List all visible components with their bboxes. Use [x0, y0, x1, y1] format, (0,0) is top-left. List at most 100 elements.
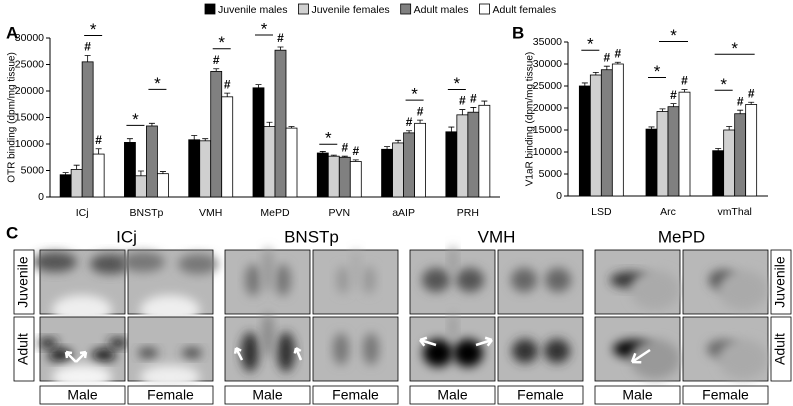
- error-bar: [715, 148, 722, 151]
- error-bar: [159, 171, 166, 174]
- comparison-mark: *: [454, 74, 461, 93]
- error-bar: [470, 107, 477, 113]
- column-label: Female: [332, 387, 379, 403]
- tissue-blob: [718, 270, 768, 310]
- bar: [338, 156, 351, 198]
- error-bar: [581, 82, 588, 86]
- comparison-mark: *: [587, 35, 594, 54]
- bar: [252, 87, 265, 198]
- tissue-blob: [108, 338, 128, 348]
- y-tick-label: 35000: [533, 36, 562, 48]
- error-bar: [592, 71, 599, 75]
- tissue-blob: [138, 348, 158, 358]
- bar: [285, 127, 298, 198]
- comparison-mark: *: [261, 19, 268, 38]
- error-bar: [330, 154, 337, 157]
- error-bar: [406, 130, 413, 133]
- tissue-blob: [351, 250, 361, 290]
- error-bar: [191, 135, 198, 140]
- bar: [723, 129, 736, 197]
- significance-mark: #: [277, 31, 284, 45]
- region-title: MePD: [658, 227, 705, 246]
- arrow: [233, 346, 244, 361]
- legend-label: Adult males: [414, 4, 469, 16]
- significance-mark: #: [84, 40, 91, 54]
- tissue-blob: [630, 339, 680, 379]
- legend-swatch: [298, 3, 309, 15]
- y-tick-label: 5000: [539, 168, 563, 180]
- bar: [263, 126, 276, 198]
- bar: [645, 128, 658, 197]
- tissue-blob: [512, 339, 538, 363]
- tissue-blob: [241, 332, 259, 372]
- arrow: [419, 336, 437, 347]
- legend-label: Juvenile females: [311, 4, 389, 16]
- y-tick-label: 25000: [15, 58, 44, 70]
- error-bar: [95, 148, 102, 155]
- x-tick-label: PVN: [328, 207, 350, 219]
- significance-mark: #: [614, 46, 621, 60]
- micrograph: [312, 316, 399, 382]
- significance-mark: #: [670, 88, 677, 102]
- panel-label: A: [6, 23, 18, 42]
- error-bar: [148, 122, 155, 126]
- error-bar: [681, 89, 688, 93]
- bar: [392, 142, 404, 198]
- bar: [210, 70, 223, 198]
- bar: [478, 104, 491, 198]
- micrograph: [497, 316, 584, 382]
- tissue-blob: [363, 333, 379, 365]
- error-bar: [659, 108, 666, 112]
- bar: [414, 122, 426, 198]
- column-label: Male: [622, 387, 653, 403]
- tissue-blob: [262, 248, 274, 292]
- error-bar: [341, 155, 348, 158]
- tissue-blob: [423, 339, 453, 367]
- column-box: [594, 385, 681, 405]
- micrograph: [121, 249, 218, 325]
- bar: [146, 125, 158, 198]
- y-tick-label: 20000: [15, 85, 44, 97]
- bar: [381, 148, 393, 198]
- error-bar: [266, 121, 273, 127]
- bar: [734, 113, 747, 197]
- significance-mark: #: [95, 133, 102, 147]
- column-label: Female: [517, 387, 564, 403]
- tissue-blob: [336, 266, 350, 294]
- error-bar: [481, 100, 488, 106]
- column-label: Female: [702, 387, 749, 403]
- column-box: [312, 385, 399, 405]
- legend-swatch: [204, 3, 216, 15]
- tissue-blob: [245, 264, 261, 296]
- error-bar: [213, 68, 220, 72]
- error-bar: [137, 170, 144, 176]
- x-tick-label: aAIP: [392, 207, 415, 219]
- tissue-blob: [33, 252, 77, 272]
- error-bar: [255, 84, 262, 88]
- region-title: ICj: [116, 227, 137, 246]
- significance-mark: #: [352, 144, 359, 158]
- region-title: BNSTp: [284, 227, 339, 246]
- tissue-blob: [718, 339, 768, 379]
- tissue-blob: [449, 313, 457, 341]
- bar: [188, 139, 201, 198]
- bar: [316, 152, 329, 198]
- comparison-mark: *: [411, 85, 418, 104]
- tissue-blob: [630, 270, 680, 310]
- y-tick-label: 0: [38, 191, 44, 203]
- significance-mark: #: [459, 94, 466, 108]
- tissue-blob: [178, 254, 218, 274]
- y-axis-label: OTR binding (dpm/mg tissue): [7, 52, 18, 183]
- y-tick-label: 25000: [533, 80, 562, 92]
- y-tick-label: 30000: [15, 32, 44, 44]
- bar: [403, 132, 415, 198]
- column-label: Male: [252, 387, 283, 403]
- arrow: [630, 348, 651, 364]
- comparison-mark: *: [218, 33, 225, 52]
- bar: [135, 175, 147, 198]
- bar: [678, 91, 691, 197]
- comparison-mark: *: [670, 26, 677, 45]
- x-tick-label: vmThal: [717, 206, 751, 218]
- bar: [656, 111, 669, 197]
